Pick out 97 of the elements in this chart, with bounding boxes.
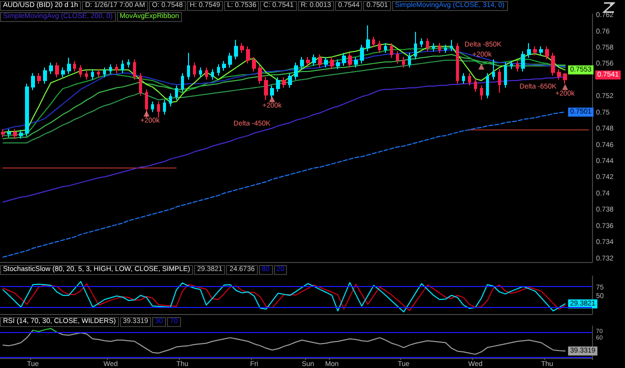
candlestick bbox=[240, 42, 244, 54]
candlestick bbox=[378, 40, 381, 54]
candlestick bbox=[127, 58, 130, 68]
candlestick bbox=[175, 84, 178, 100]
candlestick bbox=[228, 52, 232, 68]
candlestick bbox=[533, 46, 537, 56]
candlestick bbox=[468, 72, 471, 86]
candlestick bbox=[276, 76, 280, 92]
candlestick bbox=[521, 50, 525, 72]
candlestick bbox=[390, 42, 393, 58]
candlestick bbox=[372, 36, 375, 48]
candlestick bbox=[330, 56, 334, 70]
candlestick bbox=[187, 52, 190, 80]
candlestick bbox=[7, 128, 11, 138]
candlestick bbox=[157, 101, 160, 118]
candlestick bbox=[539, 46, 543, 56]
candlestick bbox=[222, 60, 226, 72]
candlestick bbox=[91, 68, 94, 80]
candlestick bbox=[408, 52, 411, 68]
candlestick bbox=[163, 99, 166, 115]
candlestick bbox=[25, 83, 29, 137]
candlestick bbox=[97, 68, 100, 78]
candlestick bbox=[139, 72, 142, 96]
candlestick bbox=[498, 68, 501, 94]
candlestick bbox=[115, 64, 118, 74]
candlestick bbox=[49, 62, 53, 74]
candlestick bbox=[264, 76, 268, 100]
point bbox=[478, 64, 484, 70]
candlestick bbox=[312, 54, 316, 66]
candlestick bbox=[1, 128, 5, 138]
candlestick bbox=[462, 72, 465, 84]
candlestick bbox=[396, 50, 399, 64]
candlestick bbox=[366, 24, 370, 52]
candlestick bbox=[318, 54, 322, 68]
candlestick bbox=[300, 56, 304, 70]
candlestick bbox=[557, 68, 561, 80]
candlestick bbox=[348, 52, 352, 68]
candlestick bbox=[43, 66, 47, 84]
candlestick bbox=[37, 72, 41, 84]
candlestick bbox=[133, 58, 136, 80]
candlestick bbox=[354, 56, 358, 68]
candlestick bbox=[151, 101, 154, 113]
candlestick bbox=[504, 62, 507, 88]
candlestick bbox=[85, 70, 88, 80]
point bbox=[269, 96, 276, 102]
candlestick bbox=[306, 56, 310, 66]
candlestick bbox=[402, 56, 405, 68]
candlestick bbox=[288, 72, 292, 88]
candlestick bbox=[444, 44, 447, 54]
candlestick bbox=[414, 31, 417, 60]
candlestick bbox=[217, 64, 220, 76]
candlestick bbox=[31, 72, 35, 91]
candlestick bbox=[480, 84, 483, 100]
candlestick bbox=[55, 62, 59, 78]
candlestick bbox=[205, 66, 208, 80]
candlestick bbox=[103, 66, 106, 78]
candlestick bbox=[551, 52, 555, 76]
candlestick bbox=[294, 62, 298, 80]
candlestick bbox=[258, 64, 262, 84]
candlestick bbox=[234, 39, 238, 60]
candlestick bbox=[510, 60, 513, 70]
candlestick bbox=[13, 128, 17, 140]
candlestick bbox=[527, 42, 531, 58]
candlestick bbox=[324, 56, 328, 68]
candlestick bbox=[109, 64, 112, 74]
candlestick bbox=[450, 39, 453, 52]
candlestick bbox=[121, 60, 124, 74]
candlestick bbox=[282, 76, 286, 88]
candlestick bbox=[438, 42, 441, 54]
candlestick bbox=[246, 46, 250, 64]
candlestick bbox=[360, 44, 364, 64]
candlestick bbox=[181, 72, 184, 92]
candlestick bbox=[169, 92, 172, 107]
candlestick bbox=[336, 58, 340, 70]
candlestick bbox=[342, 52, 346, 66]
candlestick bbox=[492, 58, 495, 80]
candlestick bbox=[516, 60, 519, 72]
candlestick bbox=[67, 57, 71, 74]
candlestick bbox=[193, 62, 196, 78]
candlestick bbox=[426, 38, 429, 52]
candlestick bbox=[61, 66, 65, 78]
candlestick bbox=[79, 64, 82, 78]
candlestick bbox=[420, 38, 423, 48]
candlestick bbox=[211, 68, 214, 80]
candlestick bbox=[456, 42, 459, 84]
candlestick bbox=[19, 129, 23, 140]
candlestick bbox=[73, 60, 76, 72]
point bbox=[562, 84, 568, 90]
line-series bbox=[2, 112, 566, 258]
candlestick bbox=[432, 42, 435, 52]
point bbox=[144, 110, 150, 117]
candlestick bbox=[474, 78, 477, 92]
candlestick bbox=[384, 42, 387, 54]
candlestick bbox=[486, 72, 489, 99]
candlestick bbox=[199, 66, 202, 78]
candlestick bbox=[545, 46, 549, 60]
candlestick bbox=[252, 56, 256, 72]
